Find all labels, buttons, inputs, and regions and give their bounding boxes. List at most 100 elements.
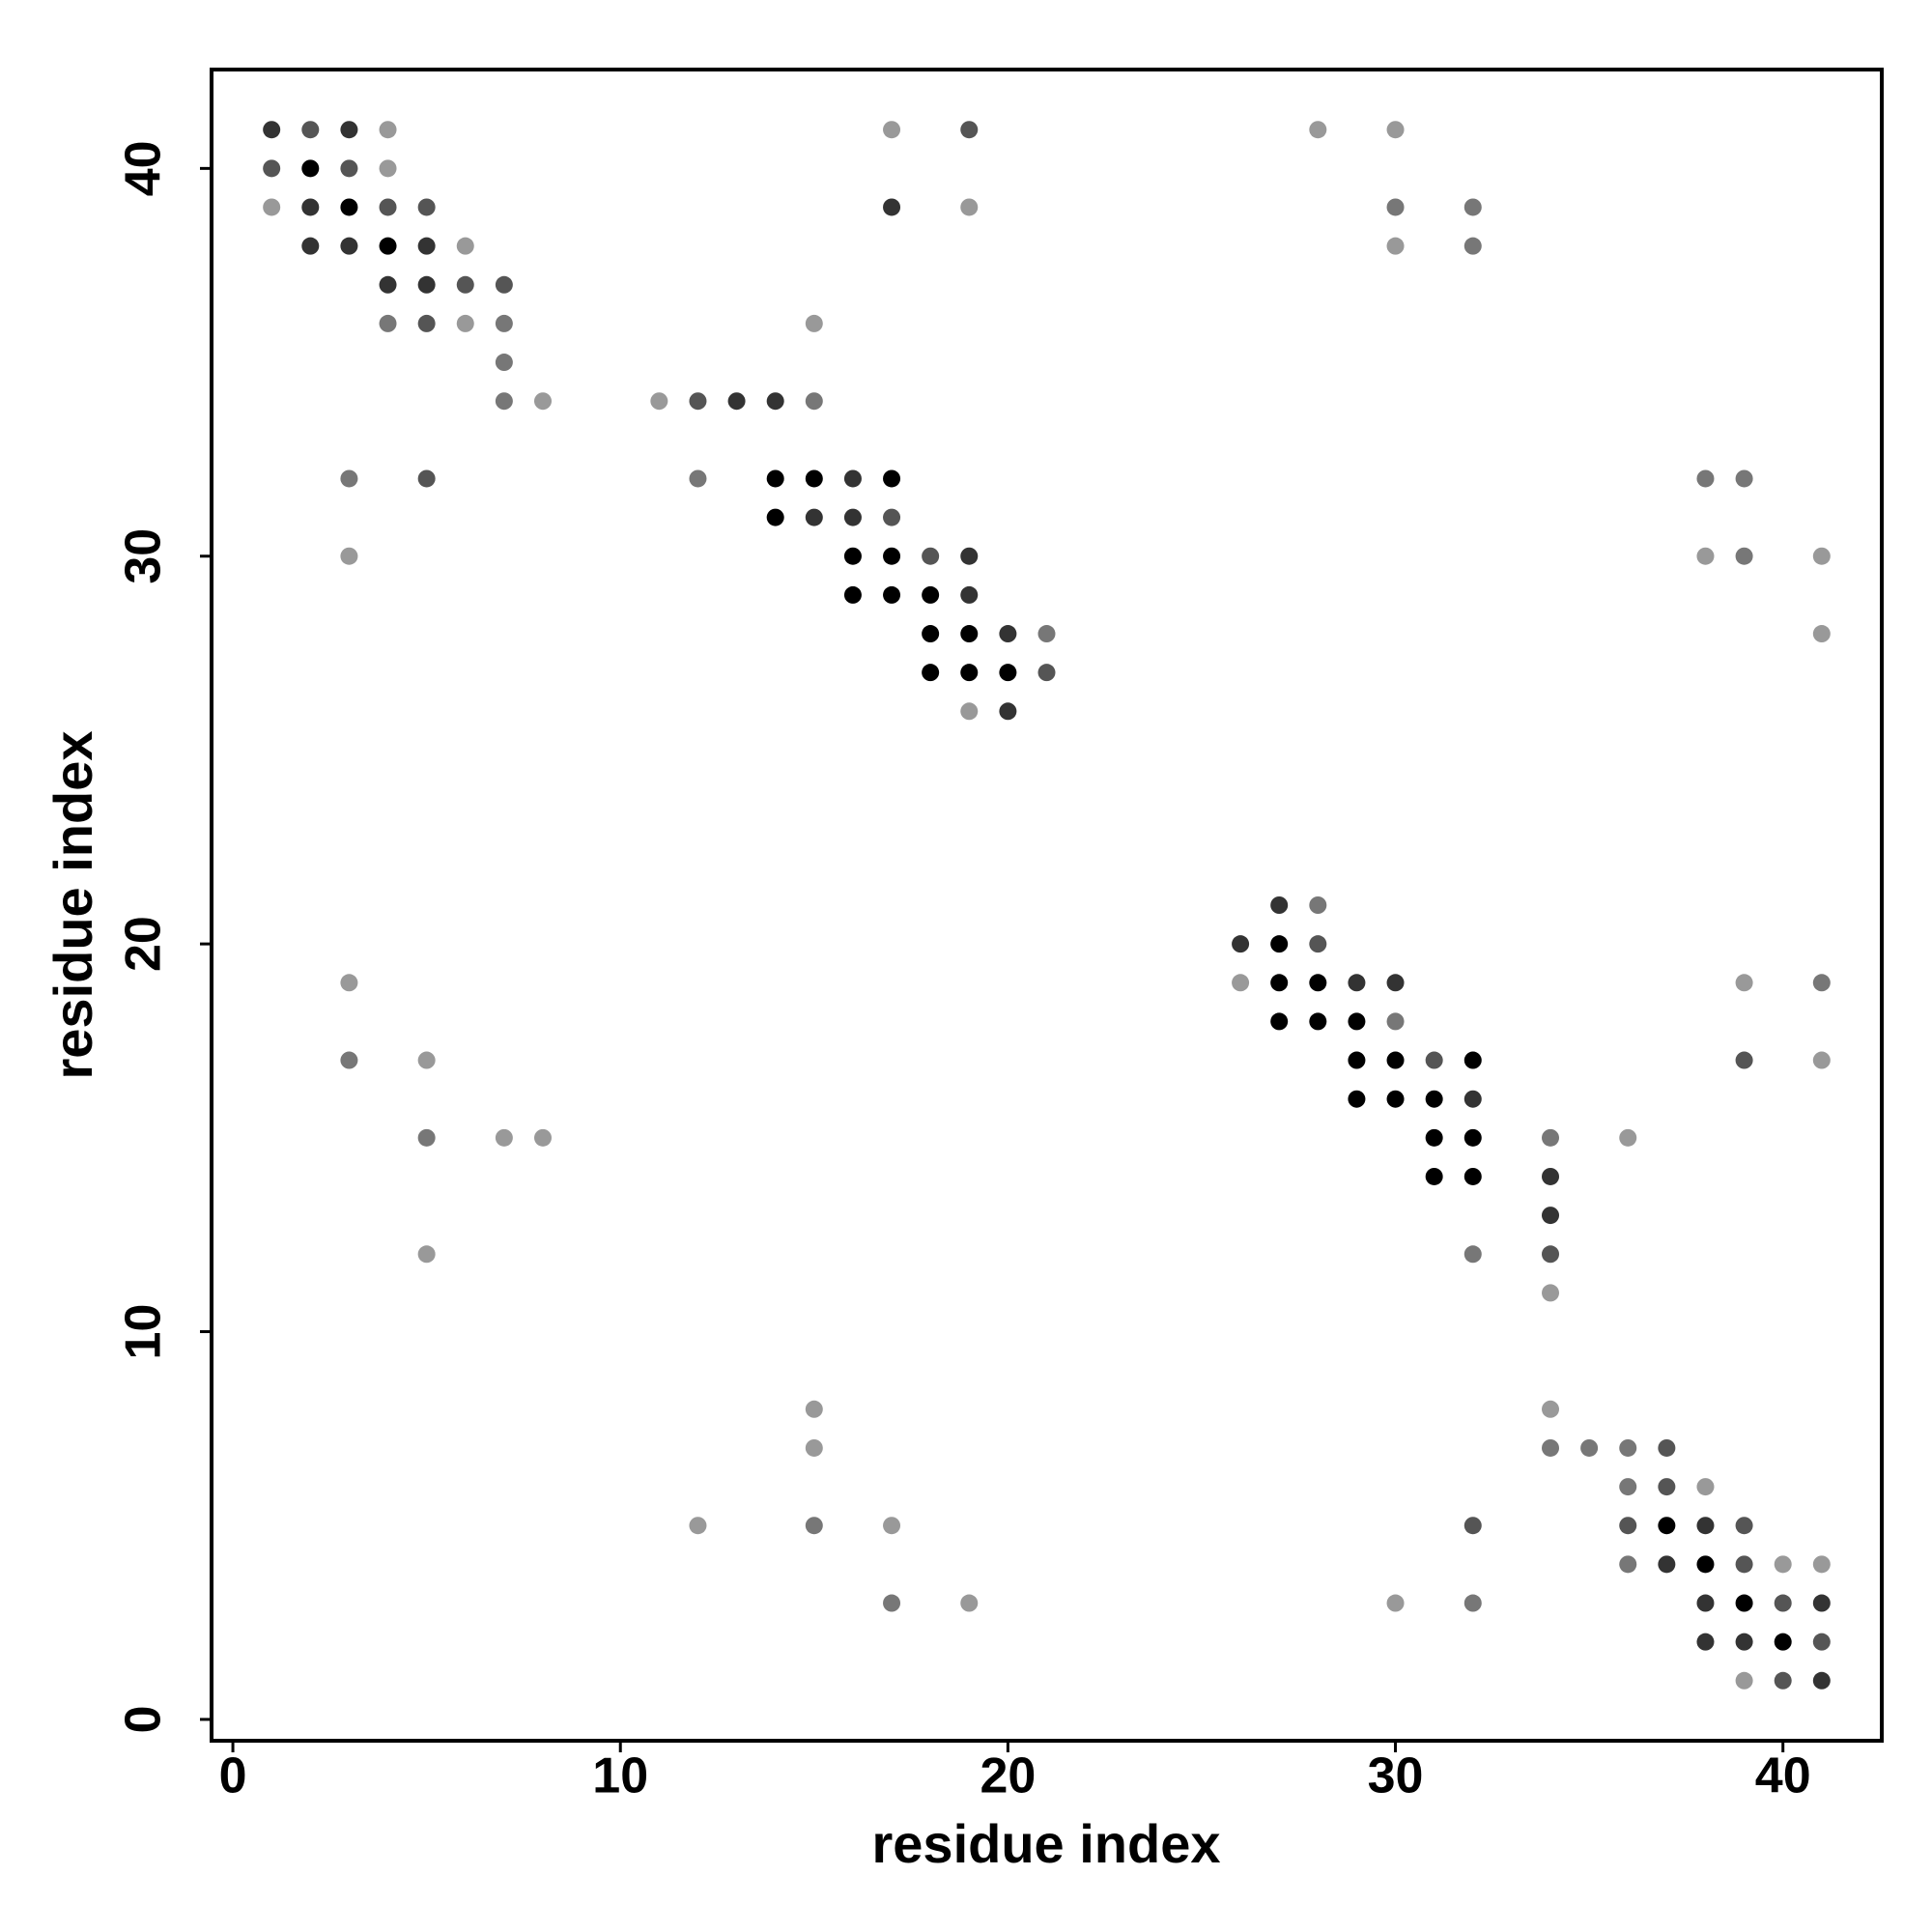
point [1348, 1090, 1366, 1108]
point [960, 198, 979, 216]
point [843, 547, 862, 565]
point [843, 469, 862, 488]
point [1542, 1245, 1560, 1264]
point [1463, 1167, 1482, 1185]
point [960, 625, 979, 643]
point [1812, 547, 1831, 565]
point [1386, 1051, 1405, 1069]
point [417, 275, 436, 294]
point [1463, 1245, 1482, 1264]
point [1270, 935, 1289, 953]
x-tick-label: 0 [219, 1748, 247, 1804]
point [883, 469, 901, 488]
point [1696, 1633, 1715, 1651]
point [1735, 1671, 1753, 1690]
point [1270, 896, 1289, 914]
point [960, 585, 979, 604]
point [1619, 1128, 1637, 1147]
point [1696, 1555, 1715, 1574]
y-tick-label: 0 [116, 1705, 172, 1733]
point [805, 1438, 823, 1457]
point [1270, 974, 1289, 992]
x-tick-label: 20 [980, 1748, 1036, 1804]
point [1232, 935, 1250, 953]
x-axis-label: residue index [871, 1813, 1220, 1874]
point [1812, 1594, 1831, 1612]
point [340, 121, 358, 139]
point [379, 121, 397, 139]
y-tick-label: 40 [116, 140, 172, 196]
point [1774, 1633, 1792, 1651]
point [1309, 896, 1327, 914]
point [883, 508, 901, 526]
point [1735, 1051, 1753, 1069]
point [379, 275, 397, 294]
point [1774, 1594, 1792, 1612]
point [495, 275, 513, 294]
point [417, 1245, 436, 1264]
point [1542, 1438, 1560, 1457]
point [1309, 1012, 1327, 1031]
point [1386, 121, 1405, 139]
point [417, 314, 436, 332]
point [1735, 547, 1753, 565]
point [495, 1128, 513, 1147]
point [1812, 1051, 1831, 1069]
point [1812, 1633, 1831, 1651]
point [805, 508, 823, 526]
point [1735, 1633, 1753, 1651]
point [1735, 974, 1753, 992]
point [1658, 1478, 1676, 1496]
point [766, 508, 784, 526]
point [843, 508, 862, 526]
point [1812, 1671, 1831, 1690]
point [766, 469, 784, 488]
point [1619, 1517, 1637, 1535]
point [1386, 198, 1405, 216]
point [1270, 1012, 1289, 1031]
plot-frame [210, 68, 1884, 1743]
y-tick-label: 10 [116, 1304, 172, 1360]
point [1232, 974, 1250, 992]
y-tick-label: 20 [116, 916, 172, 972]
point [379, 159, 397, 178]
point [922, 547, 940, 565]
point [960, 547, 979, 565]
point [1812, 625, 1831, 643]
point [805, 469, 823, 488]
point [456, 314, 474, 332]
point [301, 237, 320, 255]
point [379, 237, 397, 255]
point [533, 1128, 552, 1147]
point [1735, 1555, 1753, 1574]
point [340, 974, 358, 992]
point [1348, 974, 1366, 992]
point [495, 354, 513, 372]
point [1812, 974, 1831, 992]
y-axis-label: residue index [43, 730, 103, 1079]
point [1386, 1594, 1405, 1612]
point [1542, 1207, 1560, 1225]
point [1425, 1128, 1443, 1147]
point [805, 1400, 823, 1418]
point [263, 159, 281, 178]
point [417, 198, 436, 216]
point [1425, 1090, 1443, 1108]
point [417, 1128, 436, 1147]
point [340, 198, 358, 216]
point [1309, 974, 1327, 992]
point [960, 1594, 979, 1612]
point [999, 625, 1017, 643]
point [1542, 1284, 1560, 1302]
point [263, 198, 281, 216]
point [1425, 1167, 1443, 1185]
point [727, 392, 746, 411]
point [340, 237, 358, 255]
point [1735, 469, 1753, 488]
point [805, 314, 823, 332]
point [1037, 664, 1056, 682]
point [301, 198, 320, 216]
point [340, 469, 358, 488]
point [883, 121, 901, 139]
point [805, 392, 823, 411]
